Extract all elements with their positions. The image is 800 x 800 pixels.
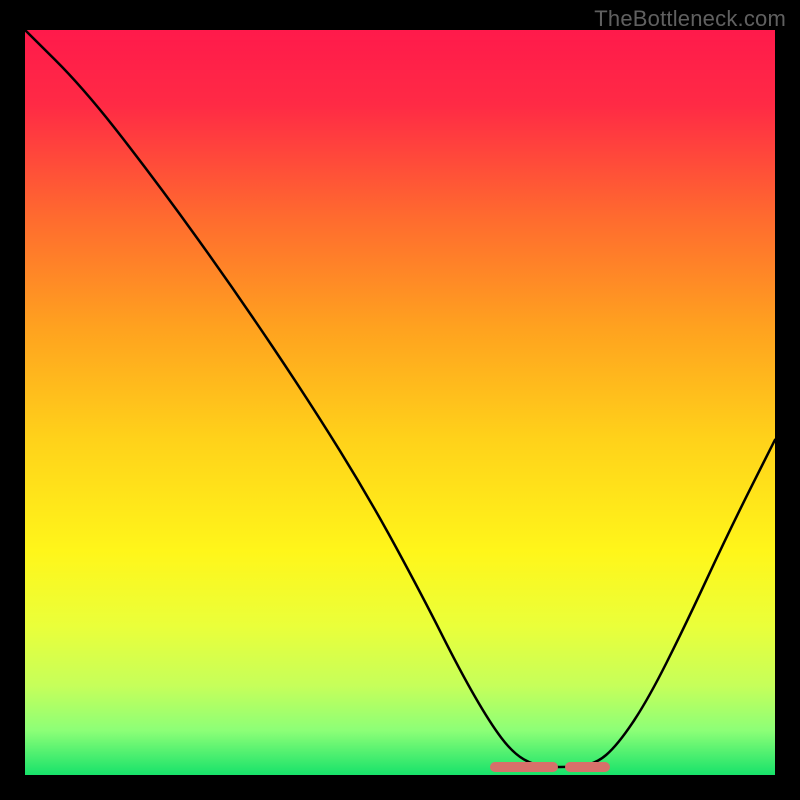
optimal-range-marker [565, 762, 610, 772]
chart-frame: TheBottleneck.com [0, 0, 800, 800]
plot-area [25, 30, 775, 775]
bottleneck-curve [25, 30, 775, 767]
watermark-text: TheBottleneck.com [594, 6, 786, 32]
curve-layer [25, 30, 775, 775]
optimal-range-marker [490, 762, 558, 772]
